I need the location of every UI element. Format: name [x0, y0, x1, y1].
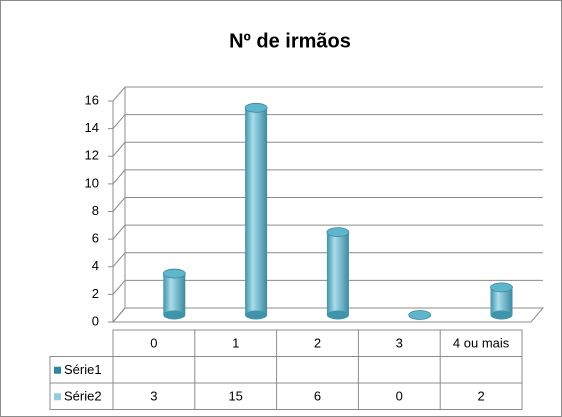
y-tick-label: 10	[85, 175, 99, 190]
bar-cap	[490, 282, 513, 293]
y-tick-label: 14	[85, 120, 99, 135]
y-tick-label: 0	[92, 313, 99, 328]
x-tick-label: 1	[232, 336, 239, 351]
bar-cap	[326, 227, 350, 238]
table-value: 2	[477, 389, 484, 404]
chart-title: Nº de irmãos	[229, 30, 351, 52]
table-value: 3	[150, 389, 157, 404]
grid-line	[112, 224, 543, 240]
bar-base	[163, 310, 186, 320]
bar-base	[326, 310, 349, 320]
bar	[245, 107, 268, 315]
y-tick-label: 2	[92, 286, 99, 301]
x-tick-label: 3	[396, 336, 403, 351]
grid-line	[112, 114, 543, 129]
grid-line	[112, 279, 543, 295]
bar	[163, 273, 186, 315]
legend-swatch	[54, 366, 61, 374]
y-tick-label: 6	[92, 231, 99, 246]
grid-line	[112, 141, 543, 157]
bar-base	[245, 310, 268, 320]
bar-cap	[408, 310, 432, 320]
y-tick-label: 12	[85, 148, 99, 163]
y-tick-label: 4	[92, 258, 99, 273]
x-tick-label: 2	[314, 336, 321, 351]
grid-line	[112, 169, 543, 185]
bar-base	[490, 310, 513, 320]
bar	[490, 287, 513, 315]
grid-line	[112, 197, 543, 212]
legend-label: Série1	[64, 362, 102, 377]
grid-line	[112, 307, 543, 323]
table-value: 0	[396, 389, 403, 404]
bar-cap	[162, 268, 186, 279]
bar	[326, 232, 349, 315]
y-tick-label: 8	[92, 203, 99, 218]
x-tick-label: 4 ou mais	[453, 336, 510, 351]
bar-cap	[244, 102, 268, 113]
grid-line	[112, 86, 543, 102]
table-value: 15	[228, 389, 242, 404]
x-tick-label: 0	[150, 336, 157, 351]
grid-line	[112, 252, 543, 268]
y-tick-label: 16	[85, 92, 99, 107]
table-value: 6	[314, 389, 321, 404]
legend-swatch	[54, 393, 61, 401]
legend-label: Série2	[64, 389, 102, 404]
